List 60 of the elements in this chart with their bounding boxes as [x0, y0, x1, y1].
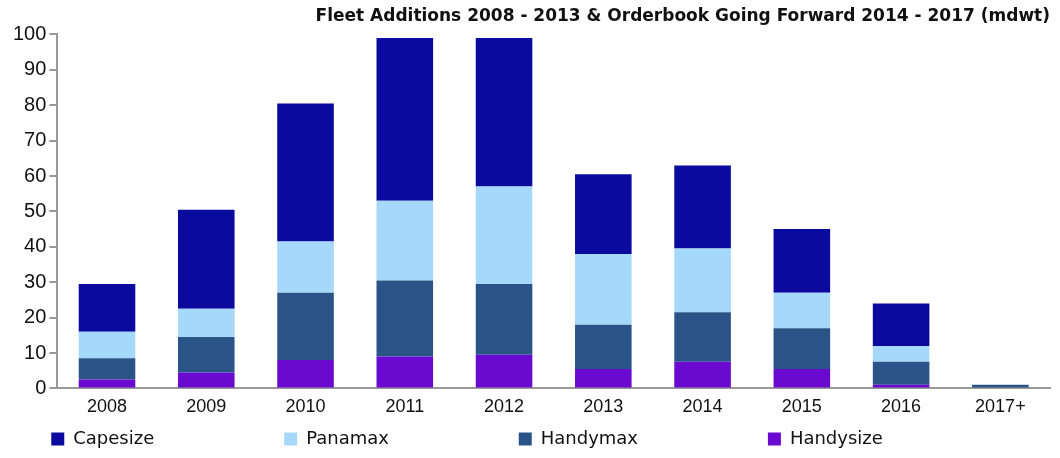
x-tick-label: 2013 — [583, 396, 624, 417]
y-tick-label: 70 — [24, 128, 47, 151]
bar — [674, 361, 731, 388]
bar — [872, 345, 930, 362]
bar — [575, 174, 632, 254]
x-tick-label: 2008 — [86, 396, 128, 417]
bar — [376, 356, 434, 388]
bar — [872, 303, 930, 346]
y-tick-label: 40 — [24, 234, 47, 257]
bar — [674, 312, 731, 362]
x-tick-label: 2009 — [186, 396, 227, 417]
bar — [177, 337, 235, 373]
legend-label: Handysize — [789, 426, 1009, 448]
y-tick-label: 0 — [35, 375, 47, 398]
bar — [773, 328, 831, 369]
bar — [575, 253, 632, 325]
bar — [78, 283, 136, 332]
bar — [674, 248, 731, 313]
bar — [277, 103, 334, 242]
y-tick-label: 10 — [24, 340, 47, 363]
y-tick-label: 60 — [24, 163, 47, 186]
bar — [475, 37, 533, 187]
x-tick-label: 2017+ — [975, 396, 1026, 417]
x-tick-label: 2015 — [781, 396, 822, 417]
bar — [674, 165, 731, 249]
bar — [475, 186, 533, 284]
x-tick-label: 2012 — [484, 396, 525, 417]
bar — [277, 241, 334, 293]
bar — [475, 283, 533, 355]
bar — [575, 368, 632, 388]
y-tick-label: 20 — [24, 305, 47, 328]
legend-label: Capesize — [73, 426, 281, 448]
x-tick-label: 2016 — [881, 396, 922, 417]
legend-label: Handymax — [540, 426, 764, 448]
bar — [872, 361, 930, 385]
bar — [177, 308, 235, 338]
y-tick-label: 80 — [24, 92, 47, 115]
x-tick-label: 2011 — [385, 396, 425, 417]
bar — [773, 368, 831, 388]
bar — [376, 37, 434, 201]
chart-title: Fleet Additions 2008 - 2013 & Orderbook Going Forward 2014 - 2017 (mdwt) — [315, 4, 1050, 25]
bar — [78, 358, 136, 380]
bar — [376, 200, 434, 281]
x-tick-label: 2010 — [285, 396, 326, 417]
bar — [78, 331, 136, 359]
y-tick-label: 50 — [24, 198, 47, 221]
bar — [773, 229, 831, 293]
bar — [773, 292, 831, 329]
legend-label: Panamax — [306, 426, 515, 448]
bar — [376, 280, 434, 357]
y-tick-label: 100 — [12, 21, 47, 44]
bar — [177, 372, 235, 388]
bar — [177, 209, 235, 309]
bar — [277, 292, 334, 361]
x-tick-label: 2014 — [682, 396, 723, 417]
bar — [475, 354, 533, 388]
bar — [277, 360, 334, 388]
y-tick-label: 30 — [24, 269, 47, 292]
y-tick-label: 90 — [24, 57, 47, 80]
bar — [575, 324, 632, 369]
